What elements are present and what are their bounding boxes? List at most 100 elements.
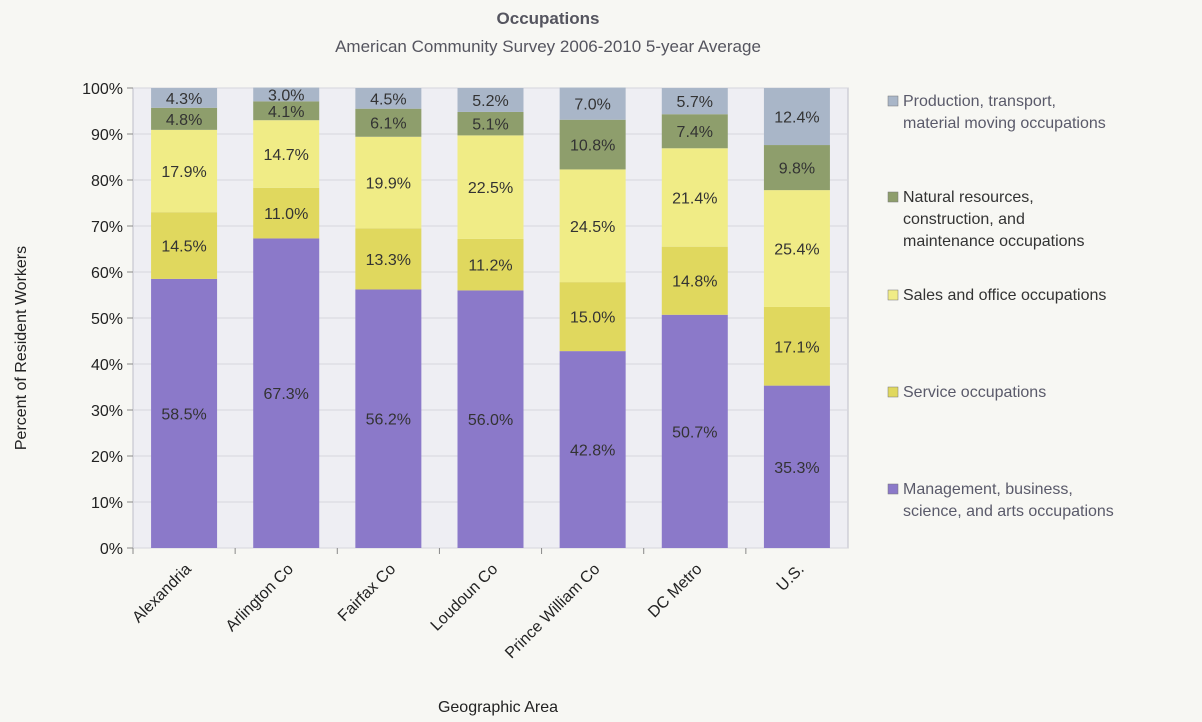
bar-segment xyxy=(253,101,320,121)
bar-stack: 56.0% 11.2% 22.5% 5.1% 5.2% xyxy=(457,88,524,548)
legend-swatch xyxy=(887,95,899,107)
data-label: 35.3% xyxy=(774,460,819,477)
legend-entry: Sales and office occupations xyxy=(887,287,1106,304)
y-axis-label: Percent of Resident Workers xyxy=(13,246,30,450)
bar-segment xyxy=(355,108,422,137)
y-tick-label: 70% xyxy=(91,219,123,236)
bar-segment xyxy=(661,246,728,315)
legend-entry: Natural resources, construction, and maint… xyxy=(887,189,1084,250)
bar-stack: 56.2% 13.3% 19.9% 6.1% 4.5% xyxy=(355,88,422,548)
bar-segment xyxy=(253,187,320,239)
legend-label: Natural resources, xyxy=(903,189,1034,206)
data-label: 22.5% xyxy=(468,180,513,197)
y-tick-label: 40% xyxy=(91,357,123,374)
bar-segment xyxy=(151,212,218,279)
data-label: 10.8% xyxy=(570,138,615,155)
data-label: 12.4% xyxy=(774,110,819,127)
data-label: 25.4% xyxy=(774,242,819,259)
data-label: 6.1% xyxy=(370,116,406,133)
data-label: 5.1% xyxy=(472,117,508,134)
bar-segment xyxy=(661,314,728,548)
legend-swatch xyxy=(887,386,899,398)
bar-segment xyxy=(763,88,830,146)
data-label: 56.0% xyxy=(468,412,513,429)
data-label: 11.0% xyxy=(264,206,308,223)
legend-swatch xyxy=(887,191,899,203)
legend-label: Sales and office occupations xyxy=(903,287,1106,304)
bar-segment xyxy=(559,87,626,120)
legend-swatch xyxy=(887,289,899,301)
data-label: 17.1% xyxy=(774,339,819,356)
data-label: 24.5% xyxy=(570,219,615,236)
data-label: 7.4% xyxy=(677,124,713,141)
bar-segment xyxy=(661,88,728,115)
data-label: 58.5% xyxy=(161,406,206,423)
data-label: 4.8% xyxy=(166,112,202,129)
data-label: 14.7% xyxy=(264,147,309,164)
data-label: 14.5% xyxy=(161,239,206,256)
data-label: 13.3% xyxy=(366,252,411,269)
legend-label: Management, business, xyxy=(903,481,1073,498)
bar-segment xyxy=(151,107,218,130)
chart-subtitle: American Community Survey 2006-2010 5-ye… xyxy=(335,37,761,56)
x-tick-label: DC Metro xyxy=(645,561,705,621)
bar-segment xyxy=(763,190,830,307)
bar-segment xyxy=(457,88,524,112)
bar-segment xyxy=(457,290,524,548)
bar-segment xyxy=(559,351,626,548)
bar-segment xyxy=(355,289,422,548)
legend-label: maintenance occupations xyxy=(903,233,1084,250)
y-axis-ticks: 0% 10% 20% 30% 40% 50% 60% 70% 80% 90% 100% xyxy=(82,81,133,558)
legend-label: material moving occupations xyxy=(903,115,1106,132)
legend-label: Service occupations xyxy=(903,384,1046,401)
data-label: 15.0% xyxy=(570,310,615,327)
bar-stack: 58.5% 14.5% 17.9% 4.8% 4.3% xyxy=(151,88,218,548)
data-label: 9.8% xyxy=(779,161,815,178)
data-label: 17.9% xyxy=(161,164,206,181)
bar-segment xyxy=(355,88,422,109)
y-tick-label: 20% xyxy=(91,449,123,466)
bar-segment xyxy=(253,120,320,188)
data-label: 7.0% xyxy=(574,97,610,114)
legend-entry: Service occupations xyxy=(887,384,1046,401)
data-label: 14.8% xyxy=(672,274,717,291)
x-tick-label: Fairfax Co xyxy=(335,561,399,625)
bar-segment xyxy=(457,238,524,291)
data-label: 67.3% xyxy=(264,386,309,403)
y-tick-label: 10% xyxy=(91,495,123,512)
bar-segment xyxy=(151,129,218,213)
data-label: 56.2% xyxy=(366,412,411,429)
bar-segment xyxy=(151,278,218,548)
bar-segment xyxy=(661,148,728,247)
x-tick-label: Alexandria xyxy=(129,561,195,627)
bar-segment xyxy=(559,119,626,170)
y-tick-label: 0% xyxy=(100,541,123,558)
legend-label: construction, and xyxy=(903,211,1025,228)
bar-segment xyxy=(253,238,320,549)
legend-entry: Management, business, science, and arts o… xyxy=(887,481,1114,520)
data-label: 21.4% xyxy=(672,190,717,207)
bar-segment xyxy=(763,306,830,386)
data-label: 50.7% xyxy=(672,424,717,441)
y-tick-label: 30% xyxy=(91,403,123,420)
bar-segment xyxy=(151,88,218,108)
data-label: 11.2% xyxy=(468,258,512,275)
bar-segment xyxy=(763,385,830,548)
x-tick-label: U.S. xyxy=(774,561,808,595)
legend-entry: Production, transport, material moving oc… xyxy=(887,93,1106,132)
x-tick-label: Prince William Co xyxy=(502,561,603,662)
x-tick-label: Arlington Co xyxy=(223,561,297,635)
bar-segment xyxy=(457,111,524,136)
legend-label: science, and arts occupations xyxy=(903,503,1114,520)
bar-segment xyxy=(253,87,320,102)
y-tick-label: 100% xyxy=(82,81,123,98)
x-axis-ticks: Alexandria Arlington Co Fairfax Co Loudoun … xyxy=(129,548,808,662)
x-axis-label: Geographic Area xyxy=(438,699,558,716)
legend-label: Production, transport, xyxy=(903,93,1056,110)
y-tick-label: 80% xyxy=(91,173,123,190)
bar-segment xyxy=(457,135,524,239)
data-label: 5.7% xyxy=(677,94,713,111)
bar-segment xyxy=(661,114,728,149)
y-tick-label: 50% xyxy=(91,311,123,328)
